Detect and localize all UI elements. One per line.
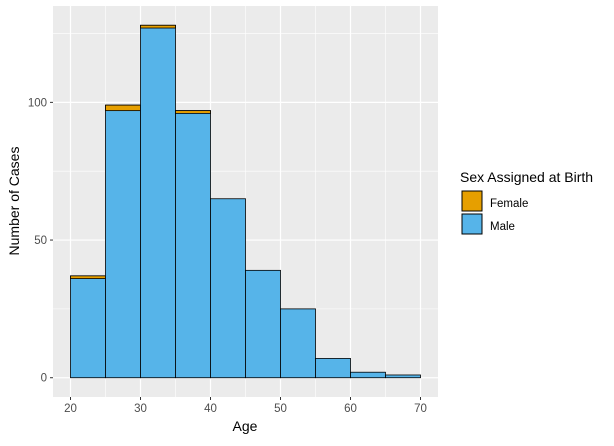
legend-key-female (461, 190, 483, 212)
bar-male (140, 24, 176, 379)
x-tick-label: 20 (64, 403, 77, 415)
y-tick-label: 0 (41, 373, 47, 385)
bar-male (315, 358, 351, 379)
bar-female (105, 104, 141, 112)
bar-male (70, 275, 106, 379)
bar-male (245, 269, 281, 379)
bar-male (280, 308, 316, 379)
x-tick-label: 30 (134, 403, 147, 415)
y-axis: 0 50 100 (28, 97, 53, 385)
y-tick-label: 50 (34, 235, 47, 247)
bar-male (210, 198, 246, 379)
bar-male (175, 110, 211, 379)
y-axis-label: Number of Cases (6, 147, 22, 256)
legend-title: Sex Assigned at Birth (460, 169, 593, 185)
bar-male (350, 371, 386, 379)
x-tick-label: 60 (344, 403, 357, 415)
legend-key-male (461, 213, 483, 235)
x-tick-label: 40 (204, 403, 217, 415)
x-axis-label: Age (233, 418, 258, 434)
x-tick-label: 50 (274, 403, 287, 415)
bar-female (175, 110, 211, 114)
x-tick-label: 70 (414, 403, 427, 415)
legend-label-female: Female (490, 198, 528, 210)
x-axis: 20 30 40 50 60 70 (64, 397, 427, 415)
bar-male (385, 374, 421, 379)
bar-female (140, 24, 176, 29)
bars-layer (70, 24, 421, 379)
legend-label-male: Male (490, 221, 515, 233)
y-tick-label: 100 (28, 97, 47, 109)
legend: Sex Assigned at Birth Female Male (460, 169, 593, 235)
bar-female (70, 275, 106, 279)
bar-male (105, 104, 141, 379)
